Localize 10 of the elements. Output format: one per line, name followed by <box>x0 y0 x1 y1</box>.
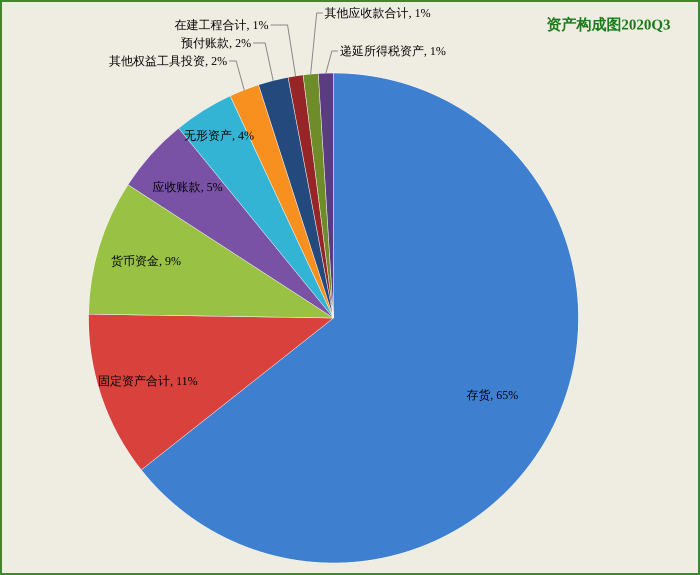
slice-label: 递延所得税资产, 1% <box>340 44 446 58</box>
slice-label: 应收账款, 5% <box>152 180 223 194</box>
slice-label: 固定资产合计, 11% <box>98 374 198 388</box>
slice-label: 存货, 65% <box>466 388 518 402</box>
slice-label: 货币资金, 9% <box>110 254 181 268</box>
slice-label: 预付账款, 2% <box>181 36 252 50</box>
slice-label: 其他权益工具投资, 2% <box>109 54 228 68</box>
text: 资产构成图2020Q3 <box>546 16 671 34</box>
slice-label: 在建工程合计, 1% <box>174 18 269 32</box>
slice-label: 其他应收款合计, 1% <box>324 6 431 20</box>
